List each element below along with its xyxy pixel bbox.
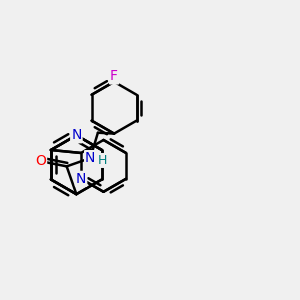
Text: N: N (85, 151, 95, 165)
Text: N: N (76, 172, 86, 186)
Text: H: H (98, 154, 107, 167)
Text: N: N (71, 128, 82, 142)
Text: O: O (35, 154, 46, 168)
Text: F: F (110, 70, 118, 83)
